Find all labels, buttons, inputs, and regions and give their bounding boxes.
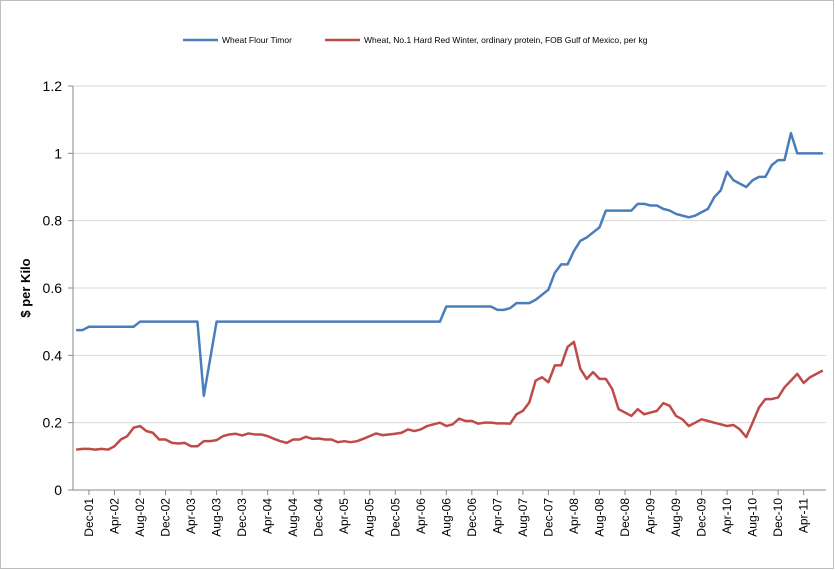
line-series bbox=[76, 131, 823, 397]
x-tick-label: Aug-03 bbox=[210, 498, 224, 537]
y-tick-label: 0.8 bbox=[43, 213, 63, 229]
x-tick-label: Apr-05 bbox=[337, 498, 351, 534]
y-tick-label: 0.6 bbox=[43, 280, 63, 296]
x-tick-label: Aug-07 bbox=[516, 498, 530, 537]
x-tick-label: Aug-04 bbox=[286, 498, 300, 537]
x-tick-label: Apr-10 bbox=[720, 498, 734, 534]
x-tick-label: Dec-10 bbox=[771, 498, 785, 537]
x-tick-label: Dec-08 bbox=[618, 498, 632, 537]
y-tick-label: 1.2 bbox=[43, 78, 63, 94]
x-tick-label: Apr-08 bbox=[567, 498, 581, 534]
x-tick-label: Dec-02 bbox=[159, 498, 173, 537]
x-tick-label: Dec-09 bbox=[695, 498, 709, 537]
x-tick-label: Apr-02 bbox=[107, 498, 121, 534]
x-tick-label: Aug-02 bbox=[133, 498, 147, 537]
y-tick-label: 0.2 bbox=[43, 415, 63, 431]
x-tick-label: Apr-04 bbox=[261, 498, 275, 534]
legend-label: Wheat, No.1 Hard Red Winter, ordinary pr… bbox=[364, 35, 648, 45]
y-tick-label: 0.4 bbox=[43, 347, 63, 363]
x-tick-label: Aug-10 bbox=[746, 498, 760, 537]
x-tick-label: Dec-06 bbox=[465, 498, 479, 537]
x-tick-label: Aug-06 bbox=[439, 498, 453, 537]
y-tick-label: 1 bbox=[54, 145, 62, 161]
x-tick-label: Dec-01 bbox=[82, 498, 96, 537]
x-tick-label: Dec-07 bbox=[541, 498, 555, 537]
x-tick-label: Dec-04 bbox=[312, 498, 326, 537]
line-series bbox=[76, 340, 824, 451]
x-tick-label: Apr-03 bbox=[184, 498, 198, 534]
x-tick-label: Apr-09 bbox=[644, 498, 658, 534]
y-tick-label: 0 bbox=[54, 482, 62, 498]
x-tick-label: Aug-08 bbox=[592, 498, 606, 537]
y-axis-title: $ per Kilo bbox=[18, 258, 33, 317]
x-tick-label: Apr-06 bbox=[414, 498, 428, 534]
x-tick-label: Apr-07 bbox=[490, 498, 504, 534]
x-tick-label: Apr-11 bbox=[797, 498, 811, 533]
x-tick-label: Dec-03 bbox=[235, 498, 249, 537]
x-tick-label: Aug-09 bbox=[669, 498, 683, 537]
x-tick-label: Dec-05 bbox=[388, 498, 402, 537]
x-tick-label: Aug-05 bbox=[363, 498, 377, 537]
legend-label: Wheat Flour Timor bbox=[222, 35, 292, 45]
